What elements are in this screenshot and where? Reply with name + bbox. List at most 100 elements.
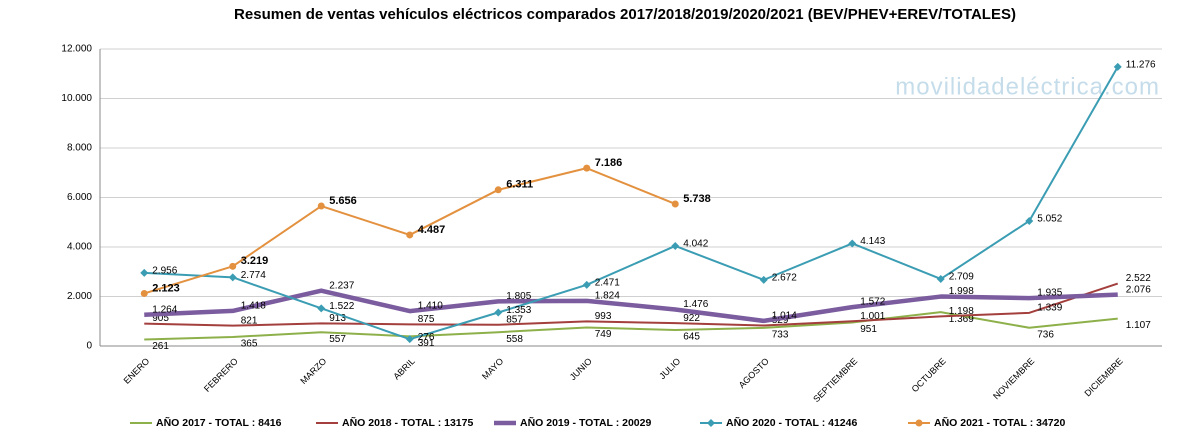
data-label: 645 [683,332,700,343]
point [228,273,237,282]
x-tick-label: DICIEMBRE [1082,356,1124,398]
data-label: 1.935 [1037,288,1062,299]
series-line [144,288,1118,324]
data-label: 1.572 [860,297,885,308]
data-label: 1.522 [329,301,354,312]
y-tick-label: 12.000 [61,44,92,55]
x-tick-label: MAYO [480,356,505,381]
legend-label: AÑO 2017 - TOTAL : 8416 [156,416,282,429]
y-tick-label: 2.000 [67,291,92,302]
point [229,262,237,270]
point [1113,62,1122,71]
y-tick-label: 4.000 [67,242,92,253]
point [936,274,945,283]
legend-marker [707,419,715,427]
data-label: 1.410 [418,301,443,312]
data-label: 5.052 [1037,214,1062,225]
data-label: 1.198 [949,306,974,317]
legend-label: AÑO 2018 - TOTAL : 13175 [342,416,473,429]
data-label: 1.476 [683,299,708,310]
point [1025,216,1034,225]
point [317,202,325,210]
point [494,308,503,317]
legend-marker [915,419,923,427]
x-tick-label: AGOSTO [737,356,771,390]
data-label: 829 [772,315,789,326]
data-label: 4.487 [418,224,446,236]
x-tick-label: FEBRERO [202,356,240,394]
data-label: 749 [595,329,612,340]
data-label: 2.709 [949,272,974,283]
data-label: 875 [418,314,435,325]
data-label: 1.824 [595,290,620,301]
data-label: 4.143 [860,236,885,247]
point [671,241,680,250]
x-tick-label: MARZO [298,356,328,386]
legend-label: AÑO 2019 - TOTAL : 20029 [520,416,651,429]
data-label: 2.522 [1126,273,1151,284]
data-label: 391 [418,338,435,349]
data-label: 1.001 [860,311,885,322]
legend-label: AÑO 2021 - TOTAL : 34720 [934,416,1065,429]
point [405,335,414,344]
data-label: 733 [772,329,789,340]
series-line [144,66,1119,341]
data-label: 5.738 [683,193,711,205]
data-label: 951 [860,324,877,335]
point [494,186,502,194]
point [582,280,591,289]
data-label: 736 [1037,329,1054,340]
data-label: 1.107 [1126,320,1151,331]
data-label: 1.339 [1037,303,1062,314]
x-tick-label: SEPTIEMBRE [811,356,859,404]
data-label: 1.264 [152,304,177,315]
x-tick-label: JULIO [657,356,682,381]
data-label: 6.311 [506,179,533,191]
y-tick-label: 6.000 [67,192,92,203]
data-label: 7.186 [595,157,623,169]
data-label: 857 [506,314,523,325]
data-label: 276 [418,332,435,343]
data-label: 1.805 [506,291,531,302]
point [406,231,414,239]
x-tick-label: NOVIEMBRE [991,356,1036,401]
y-tick-label: 8.000 [67,143,92,154]
point [317,304,326,313]
data-label: 2.774 [241,270,266,281]
data-label: 558 [506,334,523,345]
data-label: 4.042 [683,239,708,250]
point [583,164,591,172]
data-label: 1.998 [949,286,974,297]
y-tick-label: 0 [86,341,92,352]
data-label: 365 [241,339,258,350]
data-label: 557 [329,334,346,345]
x-tick-label: JUNIO [568,356,594,382]
data-label: 2.471 [595,277,620,288]
point [140,289,148,297]
x-tick-label: OCTUBRE [910,356,948,394]
point [671,200,679,208]
data-label: 261 [152,341,169,352]
data-label: 2.237 [329,280,354,291]
data-label: 1.369 [949,314,974,325]
data-label: 905 [152,313,169,324]
series-line [144,311,1118,341]
x-tick-label: ABRIL [391,356,416,381]
watermark: movilidadeléctrica.com [895,73,1160,100]
data-label: 1.014 [772,311,797,322]
data-label: 3.219 [241,255,269,267]
series-line [144,282,1119,327]
data-label: 993 [595,311,612,322]
legend-label: AÑO 2020 - TOTAL : 41246 [726,416,857,429]
data-label: 1.418 [241,301,266,312]
data-label: 1.353 [506,305,531,316]
data-label: 2.076 [1126,284,1151,295]
data-label: 913 [329,313,346,324]
data-label: 2.123 [152,282,180,294]
x-tick-label: ENERO [122,356,152,386]
series-line [143,167,676,295]
data-label: 922 [683,313,700,324]
data-label: 2.672 [772,273,797,284]
point [848,239,857,248]
